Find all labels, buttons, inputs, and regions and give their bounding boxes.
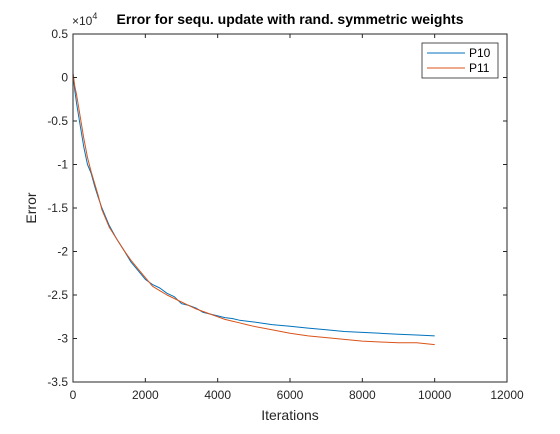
y-tick-label: -1: [57, 158, 68, 172]
y-tick-label: -2: [57, 245, 68, 259]
y-axis-label: Error: [23, 192, 39, 223]
x-tick-label: 8000: [349, 388, 376, 402]
series-line-p10: [72, 73, 435, 337]
x-tick-label: 10000: [418, 388, 452, 402]
legend-label-p11: P11: [469, 61, 490, 75]
y-tick-label: 0: [61, 71, 68, 85]
x-axis-label: Iterations: [261, 407, 319, 423]
y-tick-label: -0.5: [47, 114, 68, 128]
x-tick-label: 4000: [204, 388, 231, 402]
x-tick-label: 12000: [490, 388, 524, 402]
y-axis: 0.5 0 -0.5 -1 -1.5 -2 -2.5 -3 -3.5: [47, 27, 507, 389]
y-tick-label: -3: [57, 332, 68, 346]
x-axis: 0 2000 4000 6000 8000 10000 12000: [70, 34, 524, 402]
series-line-p11: [72, 73, 435, 346]
y-tick-label: -2.5: [47, 288, 68, 302]
legend-label-p10: P10: [469, 46, 491, 60]
x-tick-label: 2000: [132, 388, 159, 402]
y-tick-label: -3.5: [47, 375, 68, 389]
chart-title: Error for sequ. update with rand. symmet…: [117, 11, 464, 27]
y-tick-label: -1.5: [47, 201, 68, 215]
series-layer: [72, 73, 435, 346]
plot-area-background: [73, 34, 507, 382]
y-exponent-label: ×104: [72, 11, 97, 28]
legend-box: [421, 42, 499, 79]
x-tick-label: 6000: [277, 388, 304, 402]
x-tick-label: 0: [70, 388, 77, 402]
y-tick-label: 0.5: [51, 27, 68, 41]
legend: P10 P11: [421, 42, 499, 79]
